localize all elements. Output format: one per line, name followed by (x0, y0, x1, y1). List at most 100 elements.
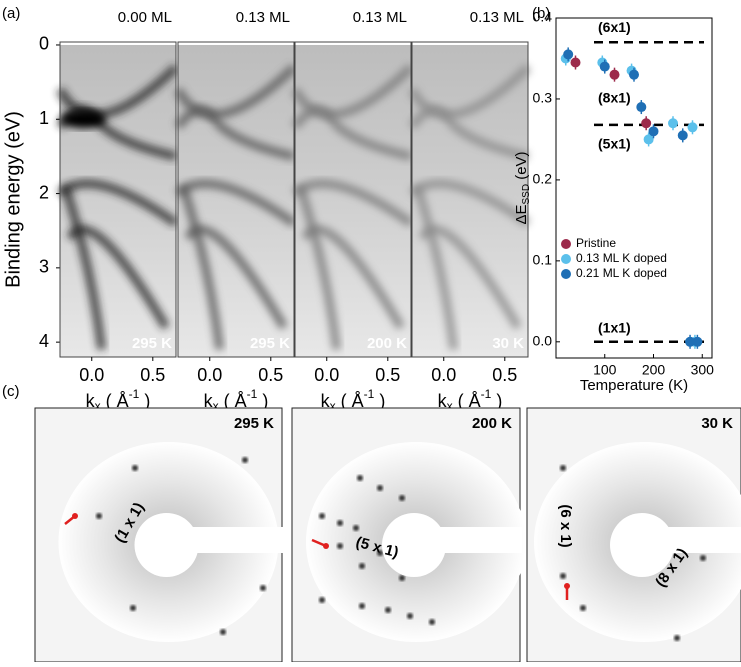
x-axis-label-part: -1 (247, 387, 258, 401)
diffraction-spot (260, 585, 266, 591)
electron-gun (382, 513, 446, 577)
y-tick-label: 0.2 (533, 171, 553, 187)
x-axis-label-part: ( Å (101, 391, 129, 411)
temperature-label: 30 K (492, 335, 524, 352)
x-axis-label: kx ( Å-1 ) (438, 387, 503, 413)
leed-image (291, 407, 526, 663)
image-border (59, 41, 177, 358)
diffraction-spot (359, 603, 365, 609)
band-feature (295, 184, 342, 351)
band-feature (291, 105, 413, 161)
x-axis-label-part: -1 (481, 387, 492, 401)
image-border (177, 41, 295, 358)
y-tick-label: 0 (39, 34, 49, 54)
diffraction-spot (337, 520, 343, 526)
temperature-label: 200 K (472, 415, 512, 432)
diffraction-spot (220, 629, 226, 635)
y-tick-label: 3 (39, 257, 49, 277)
y-tick-label: 1 (39, 108, 49, 128)
band-feature (56, 64, 180, 119)
y-tick-label: 0.0 (533, 333, 553, 349)
x-tick-label: 0.5 (258, 365, 283, 385)
band-feature (178, 184, 225, 351)
diffraction-spot (357, 475, 363, 481)
band-feature (60, 184, 107, 351)
diffraction-spot (560, 573, 566, 579)
panel-label: (a) (2, 5, 20, 22)
x-axis-label-part: ( Å (219, 391, 247, 411)
diffraction-spot (385, 607, 391, 613)
coverage-label: 0.13 ML (353, 9, 407, 26)
diffraction-spot (674, 635, 680, 641)
gun-holder (436, 527, 522, 553)
y-axis-label: Binding energy (eV) (2, 111, 24, 288)
diffraction-spot (130, 605, 136, 611)
x-axis-label-part: k (86, 391, 96, 411)
band-feature (412, 184, 459, 351)
diffraction-spot (96, 513, 102, 519)
electron-gun (134, 513, 199, 577)
data-point (609, 69, 620, 80)
temperature-label: 200 K (367, 335, 407, 352)
band-feature (174, 64, 298, 119)
arpes-image (408, 41, 532, 358)
x-tick-label: 0.5 (140, 365, 165, 385)
band-feature (174, 105, 296, 161)
diffraction-spot (399, 495, 405, 501)
coverage-label: 0.13 ML (236, 9, 290, 26)
reference-label: (1x1) (598, 320, 631, 336)
x-axis-label-part: x (330, 399, 336, 413)
diffraction-spot (242, 457, 248, 463)
y-tick-label: 0.1 (533, 252, 553, 268)
coverage-label: 0.13 ML (470, 9, 524, 26)
data-point (599, 61, 610, 72)
leed-image (526, 407, 741, 663)
band-feature (408, 105, 530, 161)
above-fermi (412, 42, 528, 45)
x-axis-label-part: ) (491, 391, 502, 411)
diffraction-spot (560, 465, 566, 471)
diffraction-spot (407, 613, 413, 619)
x-axis-label-part: ( Å (453, 391, 481, 411)
diffraction-spot (319, 597, 325, 603)
image-border (411, 41, 529, 358)
temperature-label: 30 K (701, 415, 733, 432)
arrow-head (564, 583, 570, 589)
data-point (636, 102, 647, 113)
data-point (685, 336, 696, 347)
data-point (677, 130, 688, 141)
x-axis-label-part: k (204, 391, 214, 411)
data-point (629, 69, 639, 80)
x-axis-label-part: x (447, 399, 453, 413)
x-tick-label: 0.5 (492, 365, 517, 385)
x-tick-label: 0.5 (375, 365, 400, 385)
gun-holder (664, 527, 741, 553)
y-tick-label: 2 (39, 182, 49, 202)
x-tick-label: 200 (642, 362, 666, 378)
y-tick-label: 0.4 (533, 9, 553, 25)
diffraction-spot (319, 513, 325, 519)
x-axis-label: kx ( Å-1 ) (321, 387, 386, 413)
diffraction-spot (377, 550, 383, 556)
x-tick-label: 0.0 (431, 365, 456, 385)
legend-marker (561, 269, 571, 279)
diffraction-spot (359, 563, 365, 569)
panel-label: (c) (2, 383, 20, 400)
temperature-label: 295 K (250, 335, 290, 352)
x-axis-label-part: -1 (364, 387, 375, 401)
x-axis-label-part: ) (374, 391, 385, 411)
diffraction-spot (353, 525, 359, 531)
x-axis-label: Temperature (K) (580, 377, 688, 394)
band-feature (61, 110, 106, 129)
data-point (570, 57, 581, 68)
above-fermi (60, 42, 176, 45)
reference-label: (6x1) (598, 19, 631, 35)
x-axis-label: kx ( Å-1 ) (204, 387, 269, 413)
data-point (563, 49, 574, 60)
x-axis-label-part: k (321, 391, 331, 411)
data-point (648, 126, 659, 137)
arrow-head (72, 513, 78, 519)
y-tick-label: 4 (39, 331, 49, 351)
x-axis-label-part: x (95, 399, 101, 413)
